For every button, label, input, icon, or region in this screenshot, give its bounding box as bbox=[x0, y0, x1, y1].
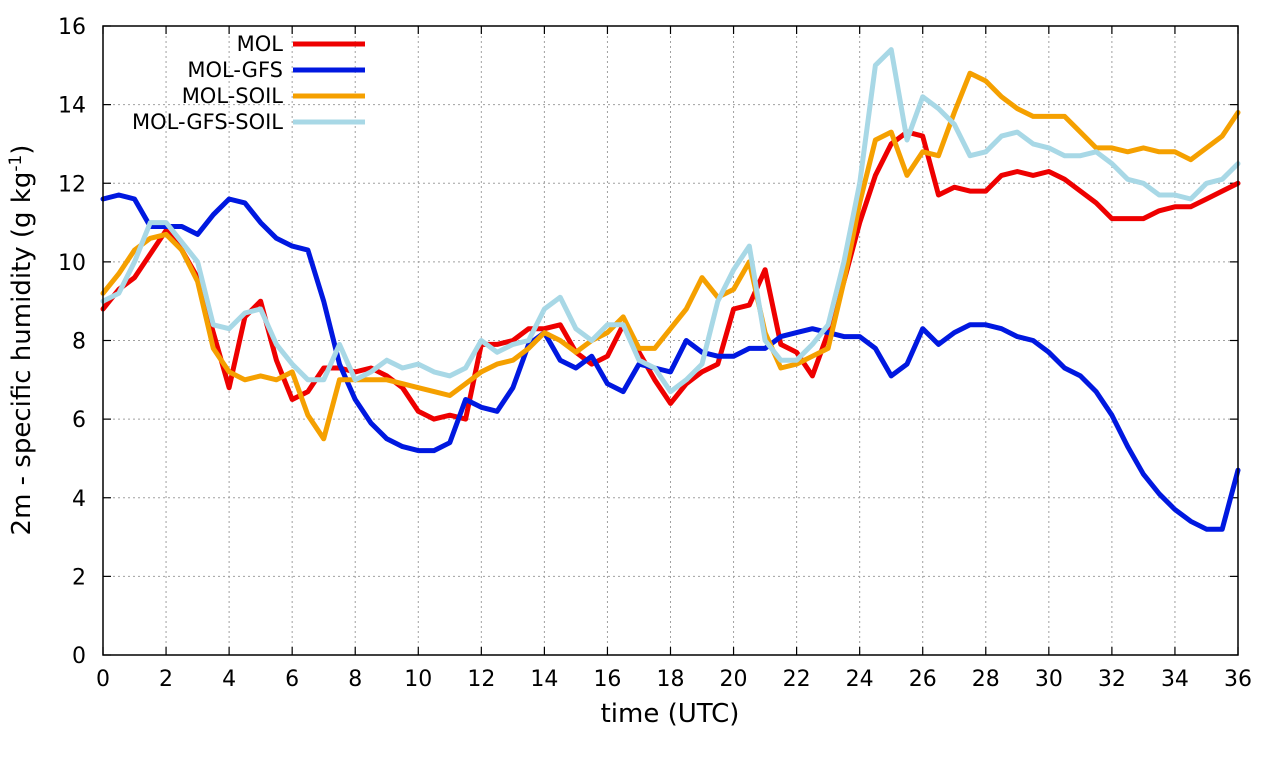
series-line-mol-gfs bbox=[100, 192, 1241, 532]
x-tick-label: 32 bbox=[1098, 667, 1126, 692]
grid-lines bbox=[103, 26, 1238, 655]
y-tick-label: 16 bbox=[58, 15, 86, 40]
y-tick-label: 0 bbox=[72, 644, 86, 669]
x-tick-label: 34 bbox=[1161, 667, 1189, 692]
x-tick-label: 14 bbox=[530, 667, 558, 692]
legend-entry-mol-gfs: MOL-GFS bbox=[187, 58, 365, 82]
legend-label-mol-soil: MOL-SOIL bbox=[182, 84, 284, 108]
y-tick-label: 4 bbox=[72, 487, 86, 512]
x-tick-label: 12 bbox=[467, 667, 495, 692]
x-tick-label: 4 bbox=[222, 667, 236, 692]
x-tick-label: 26 bbox=[909, 667, 937, 692]
x-tick-label: 10 bbox=[404, 667, 432, 692]
legend-label-mol-gfs-soil: MOL-GFS-SOIL bbox=[132, 110, 283, 134]
y-tick-label: 10 bbox=[58, 251, 86, 276]
y-tick-label: 6 bbox=[72, 408, 86, 433]
x-tick-label: 24 bbox=[846, 667, 874, 692]
x-tick-label: 2 bbox=[159, 667, 173, 692]
x-tick-label: 36 bbox=[1224, 667, 1252, 692]
legend-label-mol-gfs: MOL-GFS bbox=[187, 58, 283, 82]
plot-frame bbox=[102, 25, 1239, 656]
x-tick-label: 22 bbox=[783, 667, 811, 692]
y-axis-title: 2m - specific humidity (g kg-1) bbox=[6, 145, 37, 536]
y-axis-title-superscript: -1 bbox=[6, 155, 26, 172]
y-axis-title-main: 2m - specific humidity (g kg bbox=[7, 172, 37, 536]
x-tick-label: 20 bbox=[720, 667, 748, 692]
legend: MOL MOL-GFS MOL-SOIL MOL-GFS-SOIL bbox=[132, 32, 365, 134]
x-tick-label: 0 bbox=[96, 667, 110, 692]
y-tick-label: 8 bbox=[72, 330, 86, 355]
legend-entry-mol-gfs-soil: MOL-GFS-SOIL bbox=[132, 110, 365, 134]
x-tick-label: 18 bbox=[657, 667, 685, 692]
x-axis-title: time (UTC) bbox=[601, 699, 740, 729]
x-tick-label: 8 bbox=[348, 667, 362, 692]
series-line-mol bbox=[100, 129, 1241, 422]
series-line-mol-soil bbox=[100, 70, 1241, 442]
legend-entry-mol-soil: MOL-SOIL bbox=[182, 84, 365, 108]
x-tick-label: 28 bbox=[972, 667, 1000, 692]
y-tick-label: 12 bbox=[58, 172, 86, 197]
data-series bbox=[100, 47, 1241, 532]
x-tick-label: 30 bbox=[1035, 667, 1063, 692]
x-tick-labels: 0 2 4 6 8 10 12 14 16 18 20 22 24 26 28 30 32 34 36 bbox=[96, 667, 1252, 692]
x-tick-label: 6 bbox=[285, 667, 299, 692]
y-axis-title-close: ) bbox=[7, 145, 37, 155]
x-tick-label: 16 bbox=[593, 667, 621, 692]
y-tick-labels: 0 2 4 6 8 10 12 14 16 bbox=[58, 15, 86, 669]
y-tick-label: 14 bbox=[58, 94, 86, 119]
y-tick-label: 2 bbox=[72, 565, 86, 590]
legend-label-mol: MOL bbox=[237, 32, 284, 56]
legend-entry-mol: MOL bbox=[237, 32, 365, 56]
series-line-mol-gfs-soil bbox=[100, 47, 1241, 395]
